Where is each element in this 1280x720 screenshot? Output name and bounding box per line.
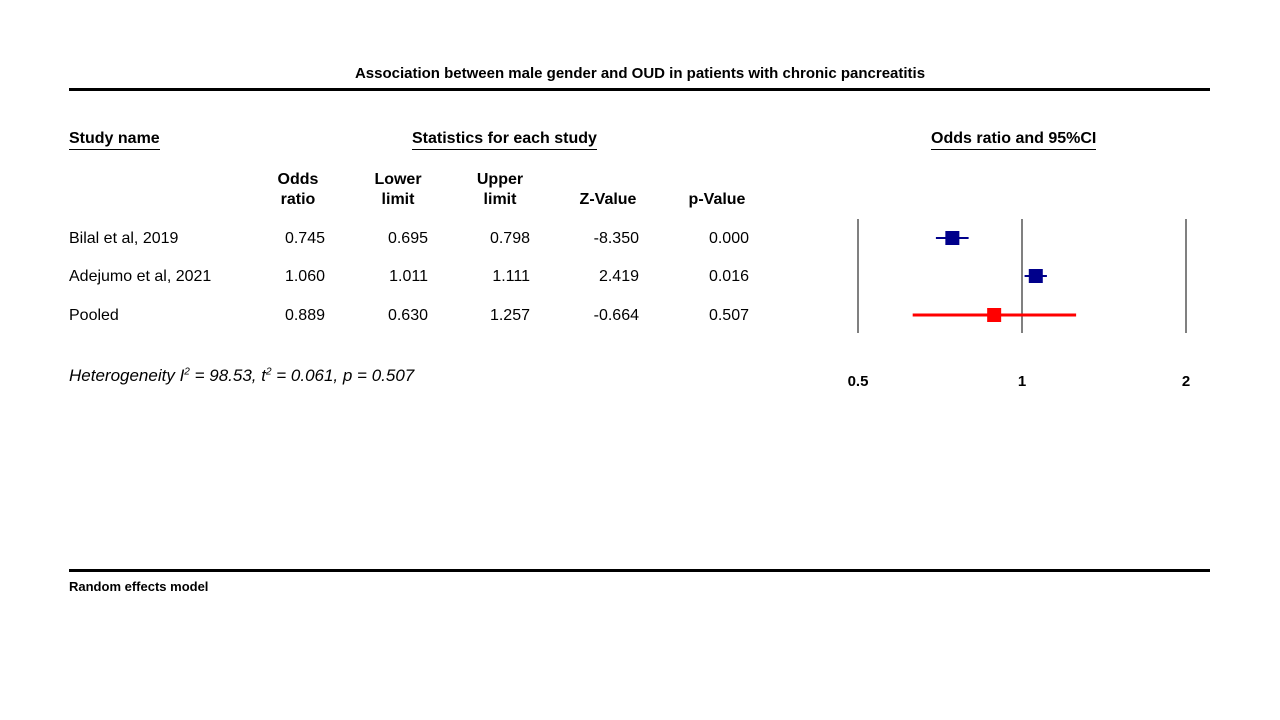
- footnote-model: Random effects model: [69, 579, 209, 594]
- chart-title: Association between male gender and OUD …: [354, 65, 926, 82]
- row-2-lower: 0.630: [387, 307, 428, 324]
- row-0-study: Bilal et al, 2019: [69, 230, 179, 247]
- point-estimate-1: [1028, 269, 1043, 283]
- heterogeneity-stats: Heterogeneity I2 = 98.53, t2 = 0.061, p …: [69, 366, 415, 385]
- point-estimate-0: [945, 231, 960, 245]
- row-1-upper: 1.111: [492, 268, 530, 285]
- row-2-p: 0.507: [708, 307, 749, 324]
- row-1-lower: 1.011: [389, 268, 428, 285]
- x-tick-label-1: 1: [1018, 373, 1026, 390]
- row-2-upper: 1.257: [489, 307, 530, 324]
- col-header-z-value: Z-Value: [579, 191, 637, 208]
- point-estimate-2: [987, 308, 1002, 322]
- row-2-study: Pooled: [69, 307, 119, 324]
- row-0-p: 0.000: [708, 230, 749, 247]
- row-1-study: Adejumo et al, 2021: [69, 268, 212, 285]
- col-header-lower-limit: Lower limit: [374, 171, 422, 208]
- x-tick-label-2: 2: [1182, 373, 1190, 390]
- row-1-p: 0.016: [708, 268, 749, 285]
- x-tick-label-0: 0.5: [848, 373, 869, 390]
- row-0-lower: 0.695: [387, 230, 428, 247]
- col-header-odds-ratio: Odds ratio: [277, 171, 319, 208]
- col-header-upper-limit: Upper limit: [476, 171, 524, 208]
- header-statistics: Statistics for each study: [412, 130, 597, 150]
- row-0-z: -8.350: [593, 230, 639, 247]
- row-2-z: -0.664: [593, 307, 639, 324]
- top-rule: [69, 88, 1210, 91]
- bottom-rule: [69, 569, 1210, 572]
- row-0-upper: 0.798: [489, 230, 530, 247]
- col-header-p-value: p-Value: [688, 191, 746, 208]
- row-1-z: 2.419: [598, 268, 639, 285]
- row-0-odds-ratio: 0.745: [284, 230, 325, 247]
- row-2-odds-ratio: 0.889: [284, 307, 325, 324]
- row-1-odds-ratio: 1.060: [284, 268, 325, 285]
- header-odds-ratio-ci: Odds ratio and 95%CI: [931, 130, 1097, 150]
- header-study-name: Study name: [69, 130, 160, 150]
